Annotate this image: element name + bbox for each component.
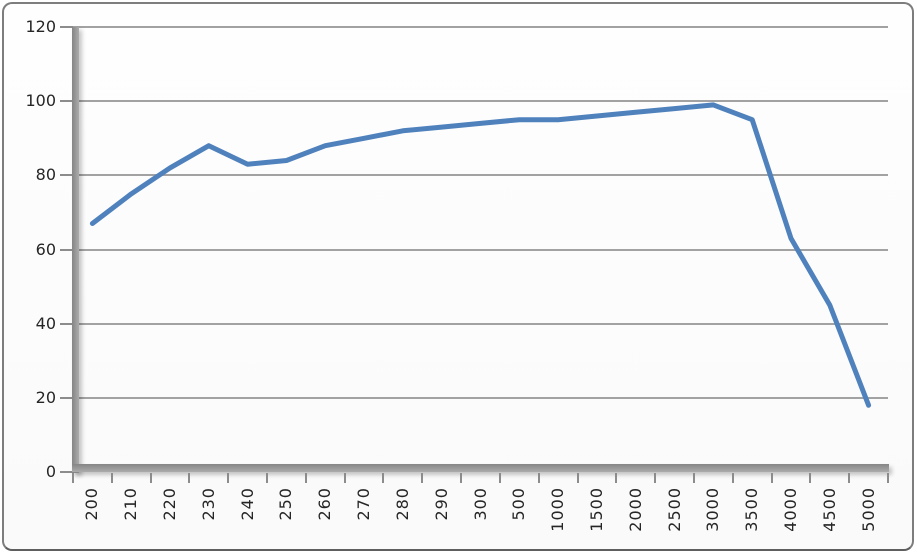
h-gridline [73, 248, 888, 251]
x-axis-tick [149, 473, 152, 483]
x-axis-label: 270 [354, 487, 374, 521]
x-axis-label: 200 [82, 487, 102, 521]
x-axis-tick [887, 473, 889, 483]
x-axis-tick [343, 473, 346, 483]
x-axis-tick [848, 473, 851, 483]
x-axis-tick [421, 473, 424, 483]
h-gridline [73, 396, 888, 399]
y-axis-tick [60, 471, 73, 473]
x-axis-label: 3000 [703, 487, 723, 532]
y-axis-label: 80 [35, 165, 56, 185]
x-axis-label: 2500 [664, 487, 684, 532]
y-axis-label: 0 [45, 462, 56, 481]
y-axis-label: 20 [35, 387, 56, 407]
h-gridline [73, 322, 888, 325]
x-axis-tick [266, 473, 269, 483]
x-axis-label: 1500 [586, 487, 606, 532]
y-axis-tick [60, 322, 73, 325]
x-axis-tick [692, 473, 695, 483]
x-axis-label: 4000 [780, 487, 800, 532]
x-axis-label: 250 [276, 487, 296, 521]
y-axis-tick [60, 396, 73, 399]
x-axis-tick [770, 473, 773, 483]
y-axis-line [72, 27, 79, 473]
y-axis-tick [60, 26, 73, 28]
x-axis-tick [498, 473, 501, 483]
x-axis-label: 230 [198, 487, 218, 521]
x-axis-label: 290 [431, 487, 451, 521]
x-axis-label: 260 [315, 487, 335, 521]
x-axis-tick [304, 473, 307, 483]
x-axis-tick [731, 473, 734, 483]
x-axis-tick [615, 473, 618, 483]
x-axis-label: 1000 [548, 487, 568, 532]
x-axis-label: 5000 [858, 487, 878, 532]
h-gridline [73, 100, 888, 103]
x-axis-tick [654, 473, 657, 483]
x-axis-label: 300 [470, 487, 490, 521]
x-axis-label: 500 [509, 487, 529, 521]
x-axis-tick [382, 473, 385, 483]
x-axis-label: 3500 [742, 487, 762, 532]
y-axis-label: 100 [25, 91, 56, 111]
x-axis-tick [809, 473, 812, 483]
y-axis-label: 60 [35, 239, 56, 259]
x-axis-tick [576, 473, 579, 483]
x-axis-tick [72, 473, 74, 483]
y-axis-tick [60, 100, 73, 103]
line-series-svg [89, 102, 872, 408]
x-axis-label: 4500 [819, 487, 839, 532]
x-axis-label: 220 [160, 487, 180, 521]
x-axis-tick [227, 473, 230, 483]
x-axis-label: 240 [237, 487, 257, 521]
y-axis-tick [60, 248, 73, 251]
x-axis-label: 280 [392, 487, 412, 521]
data-line [89, 102, 872, 408]
x-axis-tick [110, 473, 113, 483]
h-gridline [73, 26, 888, 28]
x-axis-tick [188, 473, 191, 483]
y-axis-label: 40 [35, 313, 56, 333]
x-axis-tick [537, 473, 540, 483]
x-axis-line [72, 464, 889, 472]
y-axis-label: 120 [25, 17, 56, 36]
x-axis-tick [460, 473, 463, 483]
h-gridline [73, 174, 888, 177]
y-axis-tick [60, 174, 73, 177]
x-axis-label: 210 [121, 487, 141, 521]
x-axis-label: 2000 [625, 487, 645, 532]
